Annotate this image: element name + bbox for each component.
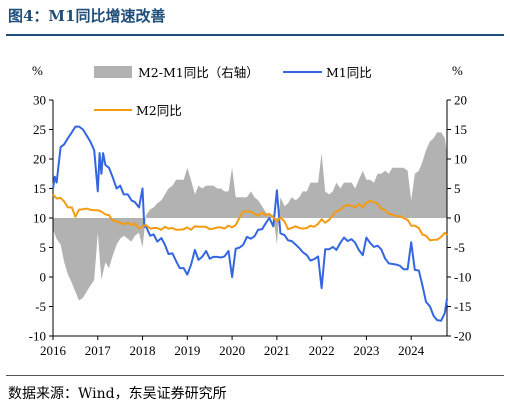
left-tick-label: -5 <box>35 299 46 314</box>
left-tick-label: 30 <box>33 93 46 108</box>
line-layer <box>52 125 448 322</box>
right-tick-label: 0 <box>454 211 461 226</box>
series-m1-line <box>52 125 448 322</box>
x-tick-label: 2018 <box>130 343 156 358</box>
left-tick-label: 25 <box>33 122 46 137</box>
legend-label-m2: M2同比 <box>136 103 182 118</box>
axis-layer: 30 25 20 15 10 5 0 -5 -10 20 15 10 5 0 -5 -10 -15 -20 2016… <box>29 93 472 359</box>
x-tick-label: 2023 <box>353 343 379 358</box>
spread-area-layer <box>53 132 447 301</box>
x-tick-label: 2021 <box>264 343 290 358</box>
x-tick-label: 2022 <box>309 343 335 358</box>
left-tick-label: 15 <box>33 181 46 196</box>
source-note: 数据来源：Wind，东吴证券研究所 <box>8 386 227 402</box>
right-tick-label: -5 <box>454 240 465 255</box>
legend-swatch-spread <box>94 66 132 78</box>
right-tick-label: -15 <box>454 299 471 314</box>
right-tick-label: 20 <box>454 93 467 108</box>
x-tick-label: 2016 <box>40 343 67 358</box>
right-tick-label: -20 <box>454 329 471 344</box>
x-tick-label: 2020 <box>219 343 245 358</box>
legend-label-spread: M2-M1同比（右轴） <box>138 65 259 80</box>
series-m2-m1-spread-area <box>53 132 447 301</box>
right-tick-label: 10 <box>454 152 467 167</box>
legend-label-m1: M1同比 <box>326 65 372 80</box>
left-tick-label: -10 <box>29 329 46 344</box>
left-tick-label: 5 <box>40 240 47 255</box>
left-tick-label: 0 <box>40 270 47 285</box>
right-tick-label: 15 <box>454 122 467 137</box>
legend: M2-M1同比（右轴） M1同比 M2同比 <box>94 65 372 118</box>
x-tick-label: 2019 <box>174 343 200 358</box>
title-rule <box>6 34 504 36</box>
figure-title: 图4：M1同比增速改善 <box>8 7 166 25</box>
right-tick-label: 5 <box>454 181 461 196</box>
right-axis-unit: % <box>452 63 463 78</box>
x-tick-label: 2024 <box>398 343 425 358</box>
series-m2-line <box>52 193 448 242</box>
left-tick-label: 10 <box>33 211 46 226</box>
left-axis-unit: % <box>32 63 43 78</box>
source-rule <box>6 375 504 376</box>
left-tick-label: 20 <box>33 152 46 167</box>
right-tick-label: -10 <box>454 270 471 285</box>
x-tick-label: 2017 <box>85 343 112 358</box>
